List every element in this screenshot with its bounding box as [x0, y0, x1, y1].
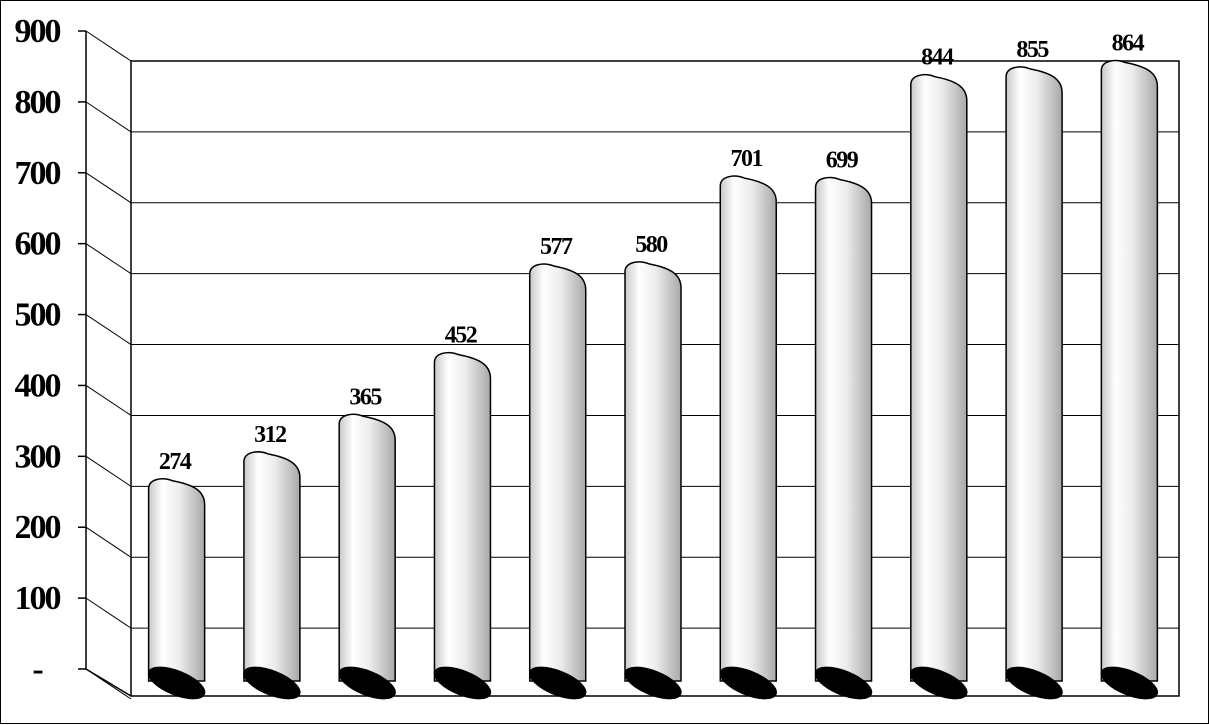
cylinder-base — [433, 666, 492, 700]
cylinder-body — [528, 263, 587, 682]
cylinder-bar — [243, 451, 301, 700]
cylinder-base — [1005, 666, 1063, 700]
cylinder-bar — [147, 478, 206, 700]
depth-gridline — [85, 526, 132, 558]
cylinder-base — [1100, 666, 1159, 700]
y-tick-label: 900 — [15, 13, 61, 50]
cylinder-base — [338, 666, 396, 700]
cylinder-base — [814, 666, 873, 700]
y-tick-label: 300 — [15, 438, 61, 475]
cylinder-body — [147, 478, 206, 682]
depth-gridline — [85, 243, 132, 275]
cylinder-base — [147, 666, 206, 700]
cylinder-bar — [624, 261, 682, 700]
cylinder-base — [719, 666, 777, 700]
data-label: 577 — [540, 234, 573, 260]
depth-gridline — [85, 385, 132, 416]
data-label: 312 — [254, 422, 286, 448]
data-label: 864 — [1112, 31, 1145, 57]
depth-gridline — [85, 455, 132, 487]
cylinder-body — [624, 261, 682, 682]
y-tick-label: - — [32, 651, 43, 688]
depth-gridline — [85, 30, 132, 62]
y-tick-label: 400 — [15, 367, 61, 404]
y-tick-label: 200 — [15, 509, 61, 546]
cylinder-bar — [338, 413, 396, 700]
cylinder-bar — [1005, 66, 1063, 700]
cylinder-bar — [910, 74, 968, 700]
data-label: 844 — [921, 45, 954, 71]
cylinder-bar — [719, 175, 778, 700]
cylinder-body — [243, 451, 301, 682]
cylinder-base — [243, 666, 301, 700]
depth-gridline — [85, 314, 132, 345]
cylinder-bar — [814, 176, 873, 700]
data-label: 701 — [731, 146, 763, 172]
y-tick-label: 700 — [15, 155, 61, 192]
depth-gridline — [85, 172, 132, 204]
cylinder-base — [910, 666, 968, 700]
data-label: 365 — [349, 384, 382, 410]
y-tick-label: 800 — [15, 84, 61, 121]
cylinder-body — [433, 351, 492, 682]
cylinder-body — [1005, 66, 1063, 682]
cylinder-body — [814, 176, 873, 682]
y-tick-label: 600 — [15, 226, 61, 263]
data-label: 452 — [445, 323, 477, 349]
cylinder-bar — [1100, 59, 1159, 700]
data-label: 274 — [159, 449, 192, 475]
cylinder-body — [338, 413, 396, 682]
data-label: 855 — [1016, 37, 1049, 63]
cylinder-body — [1100, 59, 1159, 682]
depth-gridline — [85, 101, 132, 133]
y-tick-label: 500 — [15, 297, 61, 334]
floor-edge — [85, 668, 132, 697]
data-label: 580 — [635, 232, 668, 258]
cylinder-body — [719, 175, 778, 682]
bars-layer — [147, 59, 1159, 700]
cylinder-base — [529, 666, 587, 700]
data-labels-layer: 274 312 365 452 577 580 701 699 844 855 864 — [159, 31, 1146, 475]
depth-gridline — [85, 597, 132, 629]
cylinder-body — [910, 74, 968, 682]
data-label: 699 — [826, 147, 859, 173]
y-axis-tick-labels: - 100 200 300 400 500 600 700 800 900 — [15, 13, 63, 688]
y-tick-label: 100 — [15, 580, 61, 617]
cylinder-bar — [433, 351, 492, 700]
cylinder-bar — [528, 263, 587, 700]
cylinder-base — [624, 666, 682, 700]
